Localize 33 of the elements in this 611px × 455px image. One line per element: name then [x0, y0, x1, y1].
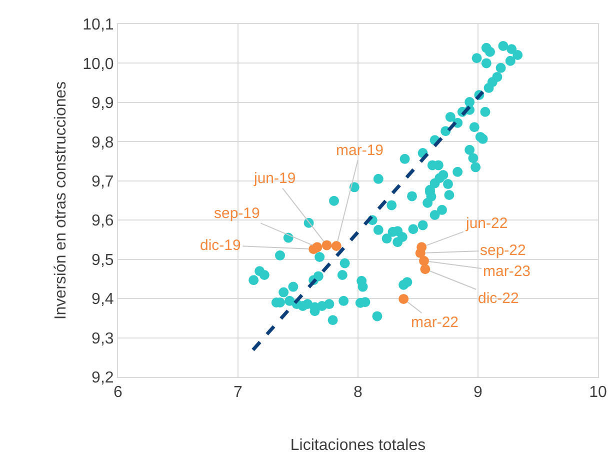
annotation: dic-22: [478, 290, 519, 307]
point: [322, 240, 332, 250]
y-tick-label: 9,5: [92, 252, 114, 269]
y-tick-label: 9,9: [92, 95, 114, 112]
y-tick-label: 9,8: [92, 134, 114, 152]
y-tick-label: 9,7: [92, 173, 114, 190]
point: [419, 256, 429, 266]
annotation: mar-23: [483, 263, 531, 280]
point: [420, 264, 430, 274]
y-tick-label: 10,1: [82, 16, 114, 34]
point: [308, 244, 319, 254]
x-axis-title: Licitaciones totales: [290, 436, 426, 454]
annotation: sep-19: [214, 205, 260, 222]
y-axis-title: Inversión en otras construcciones: [52, 81, 70, 320]
annotation: dic-19: [200, 237, 241, 254]
annotation: jun-22: [465, 215, 508, 232]
point: [331, 241, 342, 251]
x-tick-label: 9: [474, 384, 483, 402]
point: [398, 294, 409, 304]
y-tick-label: 9,4: [92, 291, 114, 308]
annotation: sep-22: [480, 242, 526, 259]
annotation: mar-19: [336, 142, 384, 159]
x-tick-label: 7: [234, 384, 243, 402]
y-tick-label: 9,3: [92, 330, 114, 348]
x-tick-label: 8: [354, 384, 363, 402]
y-tick-label: 10,0: [82, 56, 114, 73]
point: [415, 248, 426, 258]
annotation: jun-19: [253, 170, 296, 187]
x-tick-label: 10: [589, 384, 607, 402]
y-tick-label: 9,6: [92, 212, 114, 230]
y-tick-label: 9,2: [92, 370, 114, 387]
annotation: mar-22: [411, 314, 459, 331]
x-tick-label: 6: [114, 384, 123, 402]
